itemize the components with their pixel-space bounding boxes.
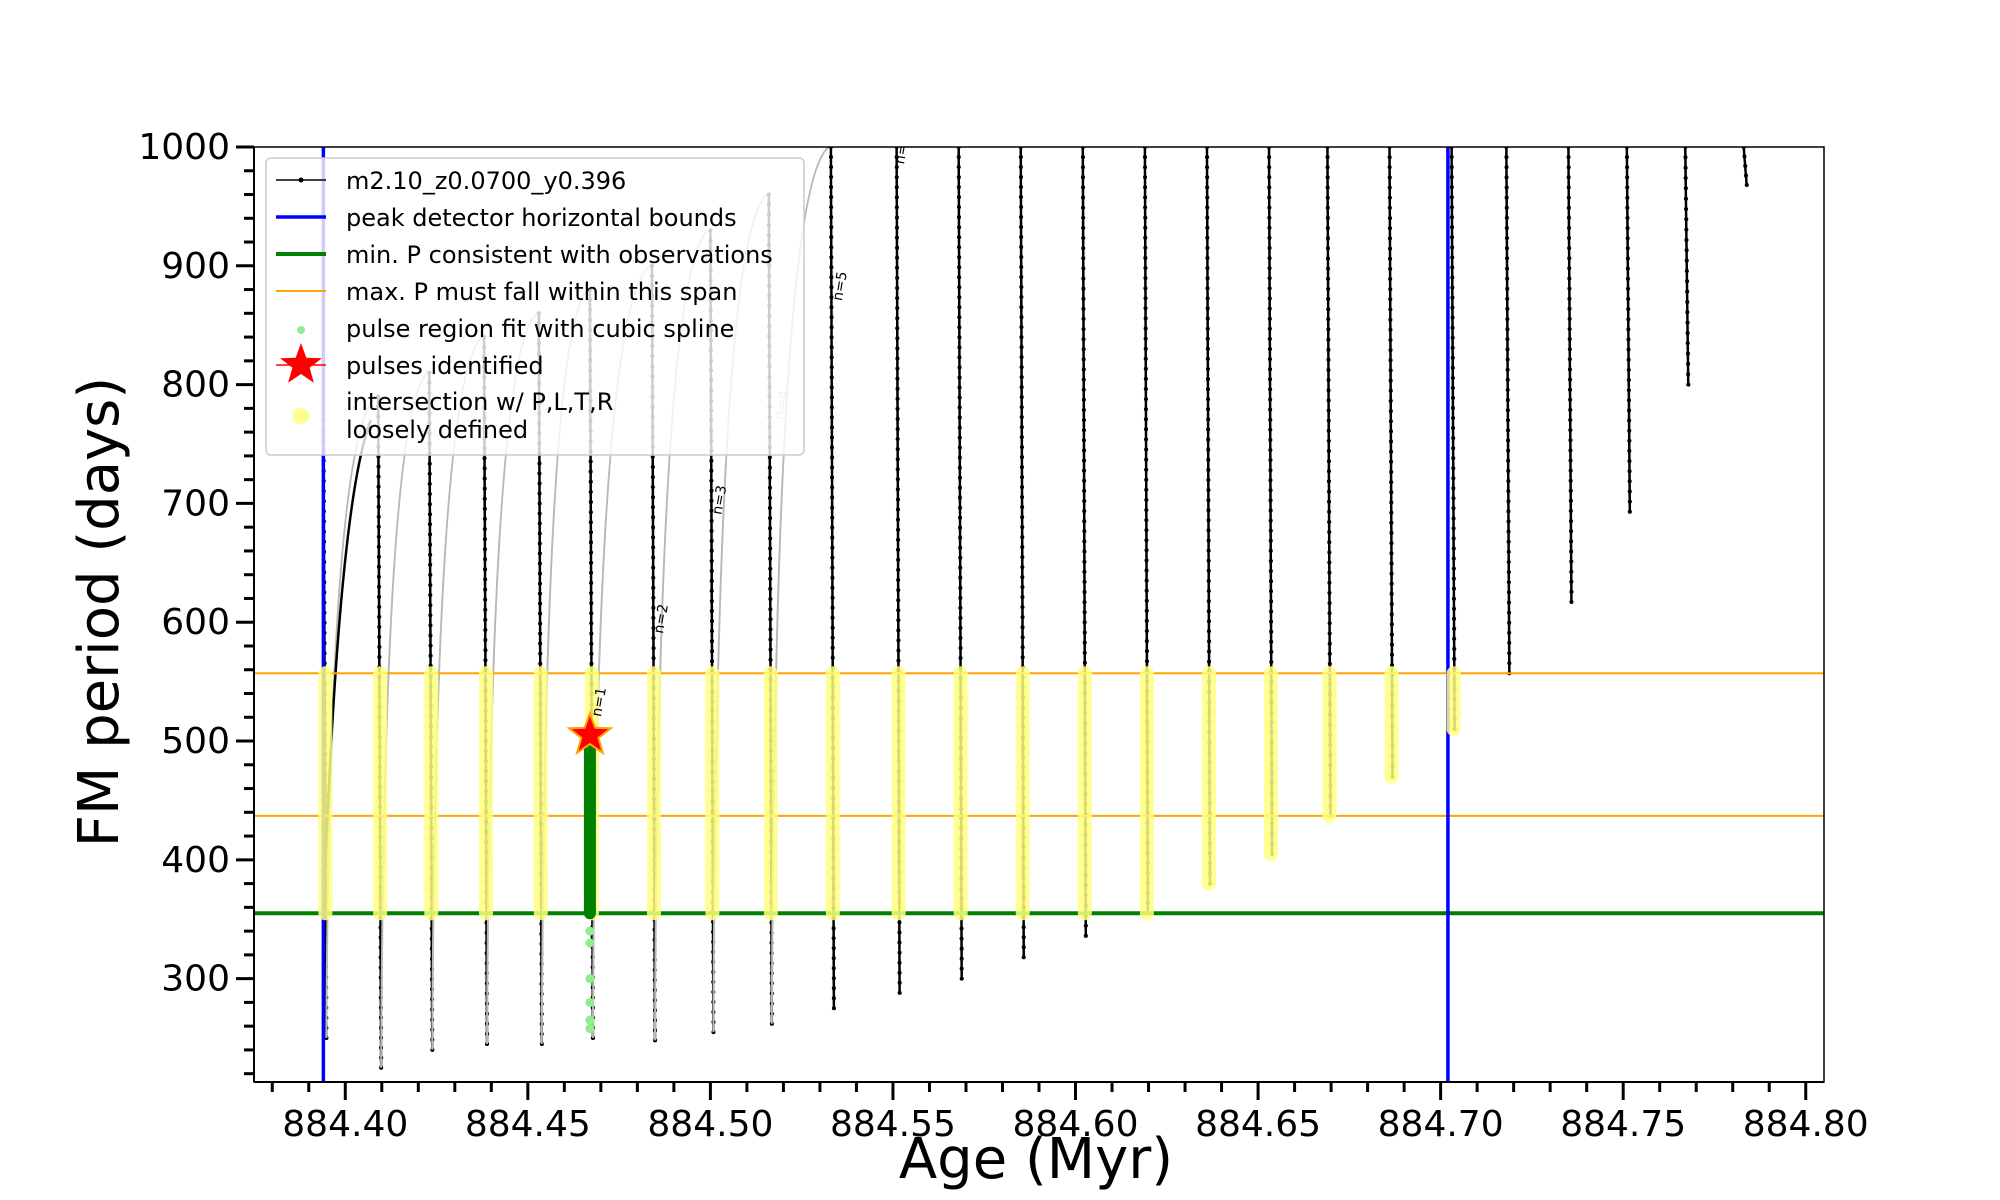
pulse-marks-layer: n=1n=2n=3n=4n=5n=6 <box>318 134 1461 1034</box>
spline-point-1 <box>585 926 595 936</box>
pulse-track-22 <box>1566 147 1574 604</box>
legend-entry-1: m2.10_z0.0700_y0.396 <box>346 167 626 195</box>
x-tick-label: 884.45 <box>465 1104 591 1145</box>
legend-entry-5: pulse region fit with cubic spline <box>346 315 734 343</box>
annotation-n6: n=6 <box>892 134 913 166</box>
y-tick-label: 900 <box>161 246 230 287</box>
x-tick-label: 884.55 <box>830 1104 956 1145</box>
x-axis-title: Age (Myr) <box>899 1127 1173 1192</box>
legend-symbol-track-dot <box>298 177 304 183</box>
pulse-track-21 <box>1504 147 1512 676</box>
legend-entry-3: min. P consistent with observations <box>346 241 773 269</box>
pulse-drop-points <box>1683 147 1691 387</box>
x-tick-label: 884.60 <box>1013 1104 1139 1145</box>
y-tick-label: 800 <box>161 365 230 406</box>
x-tick-label: 884.70 <box>1378 1104 1504 1145</box>
y-tick-label: 300 <box>161 959 230 1000</box>
annotation-n5: n=5 <box>830 270 851 302</box>
y-tick-label: 400 <box>161 840 230 881</box>
pulse-track-23 <box>1624 147 1632 514</box>
pulse-drop-line <box>1567 147 1573 603</box>
x-tick-label: 884.75 <box>1560 1104 1686 1145</box>
pulse-track-20 <box>1449 147 1457 732</box>
axes-layer: 300 400 500 600 700 800 900 1000 884.40 884.45 884… <box>138 127 1868 1145</box>
legend-entry-7: intersection w/ P,L,T,R <box>346 388 613 416</box>
y-axis-title: FM period (days) <box>67 377 132 847</box>
spline-point-3 <box>585 974 595 984</box>
legend-symbol-pulse-star <box>280 343 322 383</box>
legend-entry-8: loosely defined <box>346 416 528 444</box>
legend-box <box>265 157 805 456</box>
x-tick-label: 884.65 <box>1195 1104 1321 1145</box>
spline-point-4 <box>585 997 595 1007</box>
y-tick-label: 500 <box>161 721 230 762</box>
legend-entry-2: peak detector horizontal bounds <box>346 204 737 232</box>
legend-entry-4: max. P must fall within this span <box>346 278 737 306</box>
annotation-n1: n=1 <box>589 686 610 718</box>
y-tick-label: 700 <box>161 483 230 524</box>
pulse-track-24 <box>1683 147 1691 387</box>
y-tick-label: 1000 <box>138 127 230 168</box>
pulse-drop-points <box>1504 147 1512 676</box>
legend-symbol-spline <box>297 326 305 334</box>
x-tick-label: 884.50 <box>647 1104 773 1145</box>
annotation-n2: n=2 <box>651 603 672 635</box>
x-tick-label: 884.80 <box>1743 1104 1869 1145</box>
y-tick-label: 600 <box>161 602 230 643</box>
x-tick-label: 884.40 <box>282 1104 408 1145</box>
legend-symbol-intersection <box>293 408 309 424</box>
pulse-drop-points <box>1624 147 1632 514</box>
legend-entry-6: pulses identified <box>346 352 544 380</box>
pulse-drop-points <box>1741 147 1749 187</box>
pulse-track-25 <box>1741 147 1749 187</box>
pulse-drop-points <box>1566 147 1574 604</box>
spline-point-6 <box>585 1024 595 1034</box>
annotation-n3: n=3 <box>709 484 730 516</box>
pulse-identified-star <box>566 710 614 756</box>
spline-point-5 <box>585 1015 595 1025</box>
pulse-rise-curve <box>380 372 428 1068</box>
pulse-drop-line <box>1684 147 1690 385</box>
spline-point-2 <box>585 938 595 948</box>
